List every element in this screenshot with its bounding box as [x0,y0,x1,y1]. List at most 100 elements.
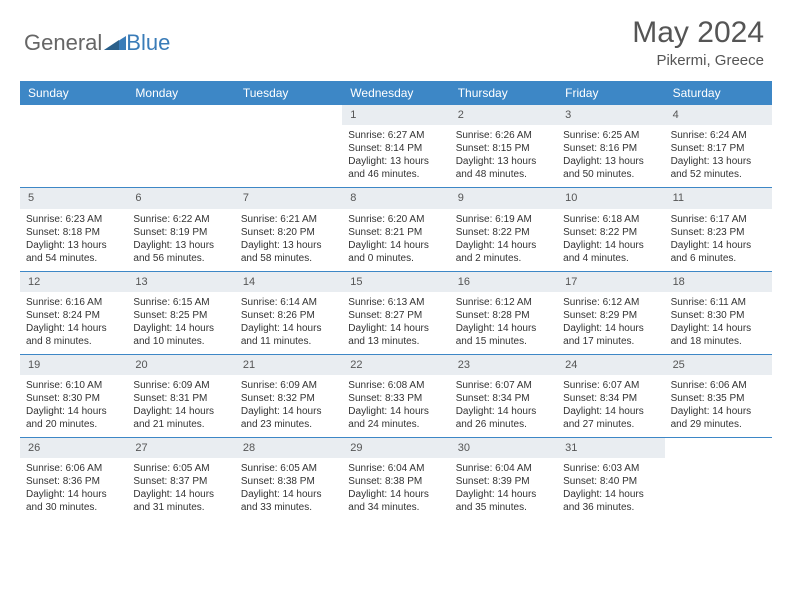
sunset-text: Sunset: 8:14 PM [348,142,443,155]
sunrise-text: Sunrise: 6:23 AM [26,213,121,226]
day-cell: 19Sunrise: 6:10 AMSunset: 8:30 PMDayligh… [20,355,127,437]
day-number: 2 [450,105,557,125]
day-cell: 1Sunrise: 6:27 AMSunset: 8:14 PMDaylight… [342,105,449,187]
day-number: 16 [450,272,557,292]
day-cell: 30Sunrise: 6:04 AMSunset: 8:39 PMDayligh… [450,438,557,520]
daylight-text: Daylight: 13 hours and 52 minutes. [671,155,766,181]
day-cell: 13Sunrise: 6:15 AMSunset: 8:25 PMDayligh… [127,272,234,354]
day-body: Sunrise: 6:15 AMSunset: 8:25 PMDaylight:… [127,292,234,354]
weekday-sunday: Sunday [20,81,127,105]
day-number: 15 [342,272,449,292]
day-cell: 16Sunrise: 6:12 AMSunset: 8:28 PMDayligh… [450,272,557,354]
weekday-thursday: Thursday [450,81,557,105]
sunrise-text: Sunrise: 6:03 AM [563,462,658,475]
day-body: Sunrise: 6:07 AMSunset: 8:34 PMDaylight:… [557,375,664,437]
sunset-text: Sunset: 8:23 PM [671,226,766,239]
weekday-header: Sunday Monday Tuesday Wednesday Thursday… [20,81,772,105]
day-cell: 11Sunrise: 6:17 AMSunset: 8:23 PMDayligh… [665,188,772,270]
daylight-text: Daylight: 14 hours and 29 minutes. [671,405,766,431]
day-body: Sunrise: 6:04 AMSunset: 8:38 PMDaylight:… [342,458,449,520]
day-number: 10 [557,188,664,208]
daylight-text: Daylight: 14 hours and 2 minutes. [456,239,551,265]
sunrise-text: Sunrise: 6:12 AM [456,296,551,309]
sunrise-text: Sunrise: 6:04 AM [456,462,551,475]
title-block: May 2024 Pikermi, Greece [632,16,764,69]
week-row: 1Sunrise: 6:27 AMSunset: 8:14 PMDaylight… [20,105,772,187]
daylight-text: Daylight: 14 hours and 36 minutes. [563,488,658,514]
day-cell: 12Sunrise: 6:16 AMSunset: 8:24 PMDayligh… [20,272,127,354]
weekday-wednesday: Wednesday [342,81,449,105]
sunrise-text: Sunrise: 6:06 AM [26,462,121,475]
day-body: Sunrise: 6:20 AMSunset: 8:21 PMDaylight:… [342,209,449,271]
day-cell: 5Sunrise: 6:23 AMSunset: 8:18 PMDaylight… [20,188,127,270]
day-number: 27 [127,438,234,458]
week-row: 12Sunrise: 6:16 AMSunset: 8:24 PMDayligh… [20,271,772,354]
daylight-text: Daylight: 14 hours and 24 minutes. [348,405,443,431]
sunset-text: Sunset: 8:22 PM [563,226,658,239]
day-body: Sunrise: 6:18 AMSunset: 8:22 PMDaylight:… [557,209,664,271]
daylight-text: Daylight: 14 hours and 23 minutes. [241,405,336,431]
day-number: 29 [342,438,449,458]
daylight-text: Daylight: 14 hours and 27 minutes. [563,405,658,431]
day-number: 28 [235,438,342,458]
day-number: 14 [235,272,342,292]
day-number: 19 [20,355,127,375]
sunrise-text: Sunrise: 6:05 AM [133,462,228,475]
sunrise-text: Sunrise: 6:27 AM [348,129,443,142]
sunset-text: Sunset: 8:30 PM [671,309,766,322]
day-body: Sunrise: 6:13 AMSunset: 8:27 PMDaylight:… [342,292,449,354]
day-body: Sunrise: 6:24 AMSunset: 8:17 PMDaylight:… [665,125,772,187]
daylight-text: Daylight: 13 hours and 46 minutes. [348,155,443,181]
sunrise-text: Sunrise: 6:20 AM [348,213,443,226]
weekday-friday: Friday [557,81,664,105]
day-body: Sunrise: 6:03 AMSunset: 8:40 PMDaylight:… [557,458,664,520]
day-cell: 26Sunrise: 6:06 AMSunset: 8:36 PMDayligh… [20,438,127,520]
daylight-text: Daylight: 14 hours and 8 minutes. [26,322,121,348]
day-number: 26 [20,438,127,458]
day-cell: 3Sunrise: 6:25 AMSunset: 8:16 PMDaylight… [557,105,664,187]
day-body: Sunrise: 6:22 AMSunset: 8:19 PMDaylight:… [127,209,234,271]
day-cell: 23Sunrise: 6:07 AMSunset: 8:34 PMDayligh… [450,355,557,437]
day-cell: 14Sunrise: 6:14 AMSunset: 8:26 PMDayligh… [235,272,342,354]
sunrise-text: Sunrise: 6:19 AM [456,213,551,226]
sunrise-text: Sunrise: 6:24 AM [671,129,766,142]
daylight-text: Daylight: 14 hours and 17 minutes. [563,322,658,348]
week-row: 26Sunrise: 6:06 AMSunset: 8:36 PMDayligh… [20,437,772,520]
sunset-text: Sunset: 8:40 PM [563,475,658,488]
day-body: Sunrise: 6:26 AMSunset: 8:15 PMDaylight:… [450,125,557,187]
sunrise-text: Sunrise: 6:17 AM [671,213,766,226]
week-row: 5Sunrise: 6:23 AMSunset: 8:18 PMDaylight… [20,187,772,270]
weeks-container: 1Sunrise: 6:27 AMSunset: 8:14 PMDaylight… [20,105,772,520]
day-number: 24 [557,355,664,375]
daylight-text: Daylight: 14 hours and 26 minutes. [456,405,551,431]
daylight-text: Daylight: 14 hours and 13 minutes. [348,322,443,348]
day-number: 25 [665,355,772,375]
day-body: Sunrise: 6:21 AMSunset: 8:20 PMDaylight:… [235,209,342,271]
day-number: 5 [20,188,127,208]
day-body: Sunrise: 6:04 AMSunset: 8:39 PMDaylight:… [450,458,557,520]
daylight-text: Daylight: 13 hours and 56 minutes. [133,239,228,265]
sunset-text: Sunset: 8:20 PM [241,226,336,239]
sunrise-text: Sunrise: 6:26 AM [456,129,551,142]
daylight-text: Daylight: 13 hours and 58 minutes. [241,239,336,265]
day-body: Sunrise: 6:05 AMSunset: 8:37 PMDaylight:… [127,458,234,520]
day-cell: 28Sunrise: 6:05 AMSunset: 8:38 PMDayligh… [235,438,342,520]
sunrise-text: Sunrise: 6:15 AM [133,296,228,309]
daylight-text: Daylight: 14 hours and 18 minutes. [671,322,766,348]
daylight-text: Daylight: 14 hours and 4 minutes. [563,239,658,265]
sunrise-text: Sunrise: 6:10 AM [26,379,121,392]
day-body: Sunrise: 6:09 AMSunset: 8:31 PMDaylight:… [127,375,234,437]
day-number: 30 [450,438,557,458]
day-number: 18 [665,272,772,292]
day-number: 7 [235,188,342,208]
day-cell: 31Sunrise: 6:03 AMSunset: 8:40 PMDayligh… [557,438,664,520]
sunset-text: Sunset: 8:39 PM [456,475,551,488]
sunset-text: Sunset: 8:35 PM [671,392,766,405]
sunrise-text: Sunrise: 6:11 AM [671,296,766,309]
logo-text-general: General [24,30,102,56]
sunrise-text: Sunrise: 6:07 AM [456,379,551,392]
day-body: Sunrise: 6:12 AMSunset: 8:29 PMDaylight:… [557,292,664,354]
day-body: Sunrise: 6:27 AMSunset: 8:14 PMDaylight:… [342,125,449,187]
day-number: 22 [342,355,449,375]
day-cell [665,438,772,520]
